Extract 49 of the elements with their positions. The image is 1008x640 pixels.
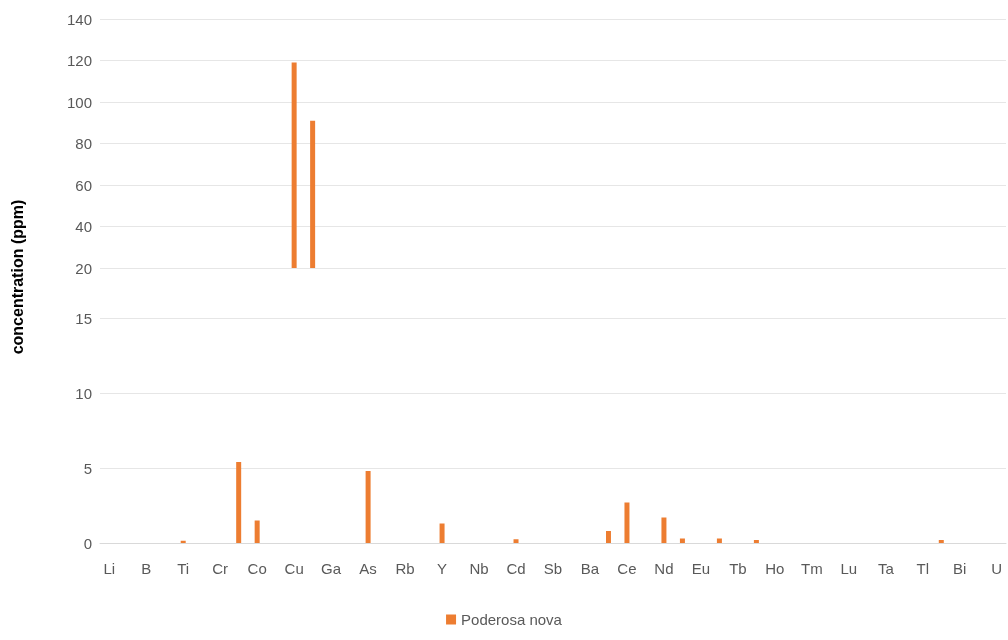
x-tick-label: Y	[437, 560, 448, 577]
bar	[513, 539, 519, 543]
bar	[938, 540, 944, 543]
x-tick-label: Cr	[212, 560, 229, 577]
x-tick-label: Nd	[654, 560, 674, 577]
bar	[661, 517, 667, 543]
x-tick-label: Eu	[691, 560, 711, 577]
bar	[753, 540, 759, 543]
y-tick-label: 60	[75, 176, 92, 194]
y-tick-label: 80	[75, 135, 92, 152]
x-tick-label: Ce	[617, 560, 637, 577]
y-tick-label: 40	[75, 218, 92, 235]
x-tick-label: Cu	[284, 560, 304, 577]
x-tick-label: Bi	[953, 560, 967, 577]
y-tick-label: 100	[66, 93, 92, 111]
bar	[180, 540, 186, 543]
x-tick-label: Tb	[729, 560, 747, 577]
y-tick-label: 0	[83, 534, 92, 552]
bar	[236, 462, 242, 543]
y-axis-title: concentration (ppm)	[9, 198, 27, 357]
bar	[365, 471, 371, 543]
x-tick-label: Nb	[469, 560, 489, 577]
y-tick-label: 10	[75, 384, 92, 402]
x-tick-label: Li	[103, 560, 116, 577]
x-tick-label: B	[141, 560, 152, 577]
x-tick-label: Ga	[321, 560, 342, 577]
x-tick-label: As	[359, 560, 377, 577]
bar	[624, 502, 630, 543]
x-tick-label: Ta	[877, 560, 895, 577]
y-tick-label: 15	[75, 309, 92, 327]
x-tick-label: U	[991, 560, 1003, 577]
y-tick-label: 20	[75, 259, 92, 277]
x-tick-label: Cd	[506, 560, 526, 577]
x-tick-label: Ti	[177, 560, 190, 577]
y-tick-label: 120	[66, 52, 92, 69]
bar	[439, 523, 445, 543]
x-tick-label: Tl	[916, 560, 930, 577]
y-tick-label: 5	[83, 459, 92, 477]
x-tick-label: Ho	[765, 560, 785, 577]
x-tick-label: Lu	[840, 560, 858, 577]
bar	[254, 520, 260, 543]
x-tick-label: Co	[247, 560, 267, 577]
legend-label: Poderosa nova	[461, 611, 563, 628]
x-tick-label: Rb	[395, 560, 415, 577]
x-tick-label: Tm	[801, 560, 823, 577]
x-tick-label: Sb	[543, 560, 563, 577]
bar	[605, 531, 611, 543]
x-tick-label: Ba	[580, 560, 600, 577]
y-tick-label: 140	[66, 10, 92, 28]
